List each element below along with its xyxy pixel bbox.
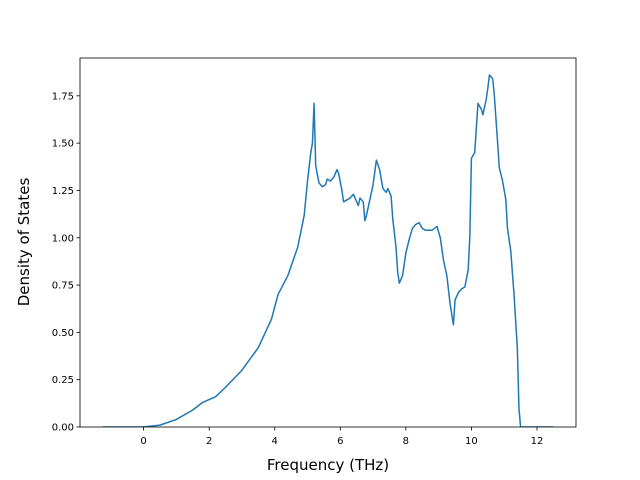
data-line <box>102 74 554 427</box>
y-tick-label: 1.75 <box>52 91 74 102</box>
plot-frame <box>79 57 577 428</box>
y-tick-label: 1.25 <box>52 186 74 197</box>
y-tick-label: 0.75 <box>52 281 74 292</box>
x-tick-label: 8 <box>403 436 409 447</box>
y-axis-label: Density of States <box>15 178 33 307</box>
x-tick-label: 2 <box>206 436 212 447</box>
x-tick-label: 6 <box>337 436 343 447</box>
y-tick-label: 0.50 <box>52 328 74 339</box>
y-tick-label: 1.00 <box>52 233 74 244</box>
x-tick-label: 12 <box>531 436 544 447</box>
x-tick-label: 10 <box>465 436 478 447</box>
y-tick-label: 1.50 <box>52 139 74 150</box>
y-tick-label: 0.25 <box>52 375 74 386</box>
x-tick-label: 0 <box>140 436 146 447</box>
x-axis-label: Frequency (THz) <box>267 456 389 474</box>
x-tick-label: 4 <box>272 436 278 447</box>
y-tick-label: 0.00 <box>52 423 74 434</box>
